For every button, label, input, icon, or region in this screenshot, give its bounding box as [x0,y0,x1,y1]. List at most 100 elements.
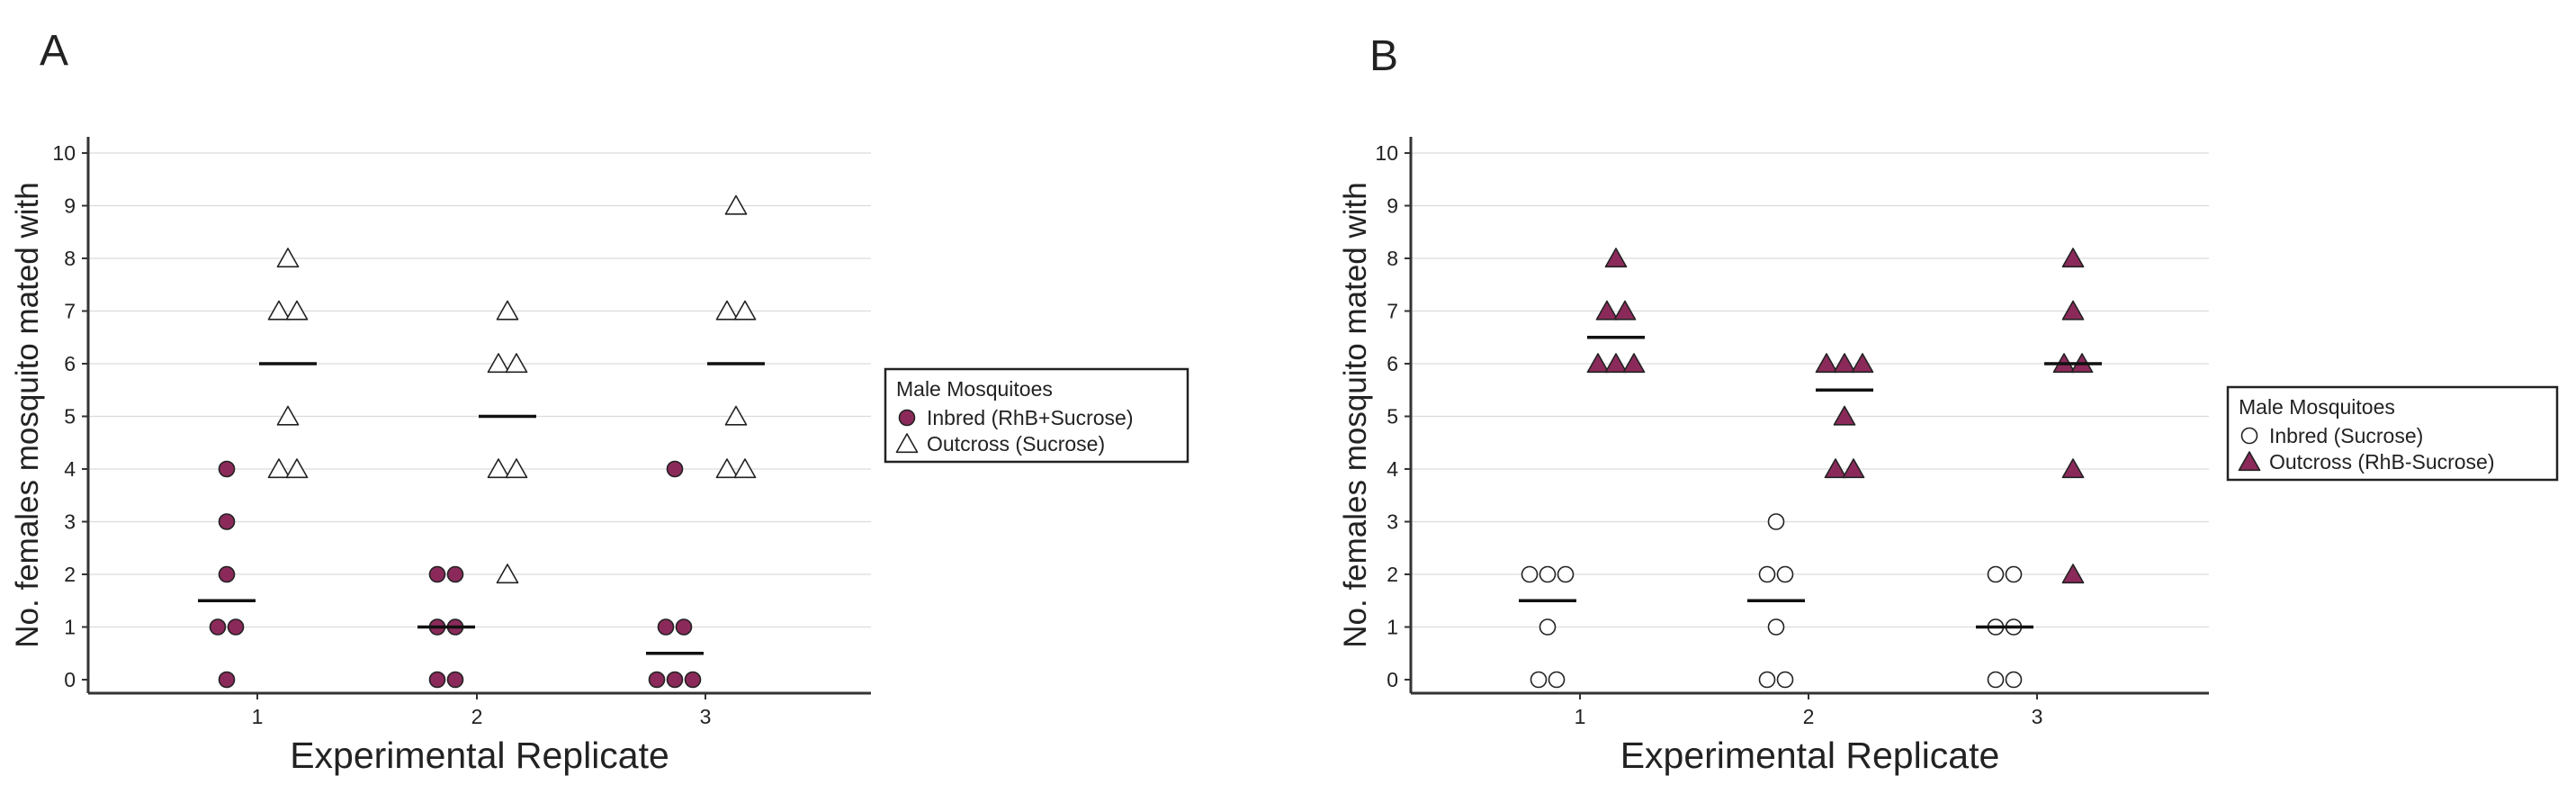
data-point [1824,458,1847,479]
data-point [657,618,675,636]
data-point [675,618,693,636]
data-point [1548,671,1566,689]
data-point [446,565,464,583]
data-point [218,460,236,478]
y-tick-label: 9 [1387,194,1398,218]
data-point [1758,565,1776,583]
y-tick-label: 6 [1387,352,1398,375]
data-point [1776,565,1794,583]
data-point [218,513,236,530]
data-point [724,194,748,215]
data-point [285,300,309,320]
y-tick-label: 10 [52,141,76,165]
y-tick-label: 2 [64,563,76,586]
legend-label: Outcross (Sucrose) [927,432,1105,456]
data-point [684,671,702,689]
legend-label: Inbred (RhB+Sucrose) [927,406,1133,429]
data-point [666,671,684,689]
data-point [1833,405,1856,426]
data-point [428,671,446,689]
data-point [1604,353,1628,374]
data-point [2005,671,2023,689]
data-point [1833,353,1856,374]
data-point [2005,565,2023,583]
y-tick-label: 7 [1387,300,1398,323]
data-point [1539,618,1557,636]
data-point [2061,300,2085,320]
panel-b: B 0 1 2 3 4 5 6 7 8 9 10 1 2 3 No. females mosquito mat… [1338,32,2559,776]
y-tick-label: 9 [64,194,76,218]
data-point [218,671,236,689]
panel-letter: B [1369,32,1398,80]
data-point [505,353,528,374]
x-tick-label: 3 [700,705,712,728]
y-tick-label: 4 [64,457,76,481]
data-point [1604,248,1628,268]
data-point [446,671,464,689]
data-point [715,458,739,479]
data-point [724,405,748,426]
y-tick-label: 3 [1387,510,1398,534]
panel-a: A 0 1 2 3 4 5 6 7 8 9 10 1 2 3 No. females mosquito mat… [10,27,1189,776]
data-point [1595,300,1619,320]
y-tick-label: 6 [64,352,76,375]
data-point [1521,565,1539,583]
x-tick-label: 1 [1575,705,1586,728]
data-point [1758,671,1776,689]
data-point [487,458,510,479]
y-tick-label: 7 [64,300,76,323]
legend-title: Male Mosquitoes [2239,395,2395,419]
y-tick-label: 10 [1375,141,1398,165]
y-tick-label: 5 [64,405,76,429]
data-point [2061,458,2085,479]
data-point [1530,671,1548,689]
y-tick-label: 0 [1387,668,1398,691]
legend-marker [2238,451,2261,472]
legend-title: Male Mosquitoes [896,377,1053,401]
legend: Male Mosquitoes Inbred (RhB+Sucrose) Outcr… [884,367,1189,464]
y-tick-label: 1 [64,616,76,639]
data-point [209,618,227,636]
data-point [648,671,666,689]
data-point [1851,353,1874,374]
data-point [218,565,236,583]
y-tick-label: 8 [64,247,76,270]
data-point [666,460,684,478]
legend-label: Inbred (Sucrose) [2269,424,2423,447]
data-point [2061,564,2085,584]
data-point [1586,353,1610,374]
y-tick-label: 2 [1387,563,1398,586]
legend-marker [895,433,919,454]
data-point [1539,565,1557,583]
data-point [1776,671,1794,689]
x-tick-label: 2 [471,705,483,728]
y-tick-label: 5 [1387,405,1398,429]
y-tick-label: 1 [1387,616,1398,639]
data-point [2061,248,2085,268]
data-point [1842,458,1865,479]
legend-box [884,367,1189,464]
data-point [276,405,300,426]
x-tick-label: 2 [1803,705,1815,728]
data-point [285,458,309,479]
data-point [496,300,519,320]
data-point [715,300,739,320]
data-point [487,353,510,374]
data-point [1987,565,2005,583]
data-point [1987,671,2005,689]
legend-marker [898,409,916,427]
data-point [1622,353,1646,374]
data-point [1767,513,1785,530]
data-point [1815,353,1838,374]
data-point [1557,565,1575,583]
legend-box [2226,385,2559,482]
legend: Male Mosquitoes Inbred (Sucrose) Outcross … [2226,385,2559,482]
y-tick-label: 3 [64,510,76,534]
data-point [227,618,245,636]
x-axis-title: Experimental Replicate [1620,735,2000,776]
y-axis-title: No. females mosquito mated with [10,182,45,647]
data-point [267,458,291,479]
data-point [505,458,528,479]
x-tick-label: 1 [252,705,264,728]
